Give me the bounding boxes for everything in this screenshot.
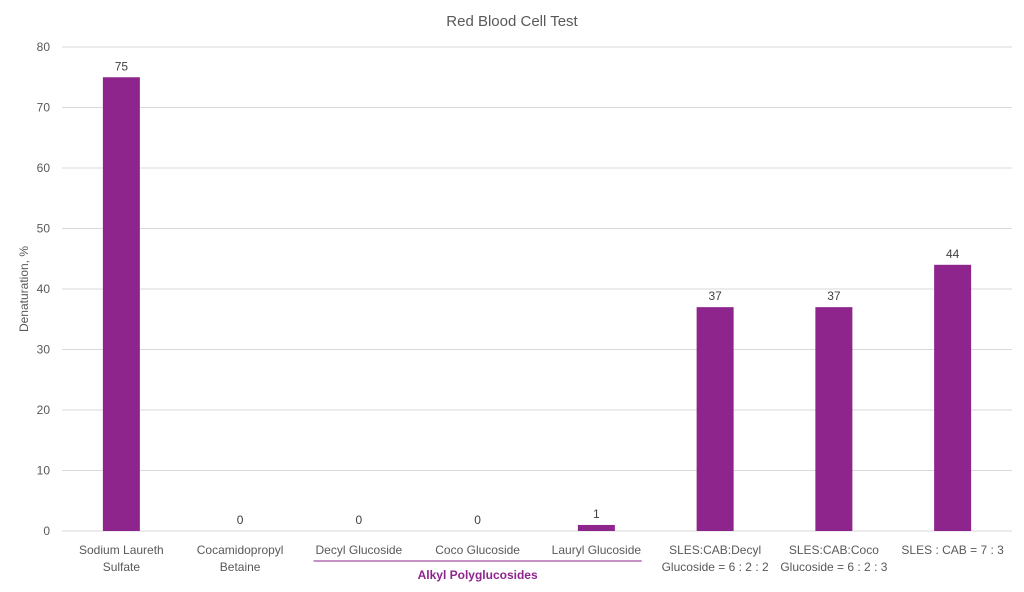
y-axis-label: Denaturation, %	[17, 246, 31, 332]
group-label: Alkyl Polyglucosides	[418, 568, 538, 582]
y-tick-label: 50	[37, 222, 51, 236]
bar	[102, 77, 140, 531]
data-label: 0	[237, 513, 244, 527]
data-label: 0	[356, 513, 363, 527]
data-label: 0	[474, 513, 481, 527]
y-tick-label: 0	[43, 524, 50, 538]
data-label: 37	[827, 289, 841, 303]
category-label: Cocamidopropyl Betaine	[197, 543, 284, 574]
data-labels: 75 0 0 0 1 37 37 44	[115, 59, 960, 527]
chart-title: Red Blood Cell Test	[446, 13, 578, 30]
bar	[577, 524, 615, 531]
bar	[696, 307, 734, 531]
category-label: SLES:CAB:Coco Glucoside = 6 : 2 : 3	[780, 543, 887, 574]
y-tick-label: 20	[37, 403, 51, 417]
y-tick-label: 70	[37, 101, 51, 115]
category-group: Alkyl Polyglucosides	[313, 560, 642, 582]
bar	[815, 307, 853, 531]
data-label: 75	[115, 59, 129, 73]
category-label: Decyl Glucoside	[316, 543, 403, 557]
y-tick-labels: 0 10 20 30 40 50 60 70 80	[37, 40, 51, 538]
category-label: Lauryl Glucoside	[552, 543, 642, 557]
y-tick-label: 30	[37, 343, 51, 357]
y-tick-label: 40	[37, 282, 51, 296]
y-tick-label: 80	[37, 40, 51, 54]
y-tick-label: 60	[37, 161, 51, 175]
category-label: SLES : CAB = 7 : 3	[901, 543, 1004, 557]
data-label: 37	[708, 289, 722, 303]
bar	[934, 264, 972, 531]
data-label: 44	[946, 247, 960, 261]
bars	[102, 77, 972, 531]
category-label: Coco Glucoside	[435, 543, 520, 557]
category-label: SLES:CAB:Decyl Glucoside = 6 : 2 : 2	[662, 543, 769, 574]
y-tick-label: 10	[37, 464, 51, 478]
category-label: Sodium Laureth Sulfate	[79, 543, 164, 574]
gridlines	[62, 46, 1012, 532]
data-label: 1	[593, 507, 600, 521]
category-labels: Sodium Laureth Sulfate Cocamidopropyl Betai…	[79, 543, 1004, 574]
